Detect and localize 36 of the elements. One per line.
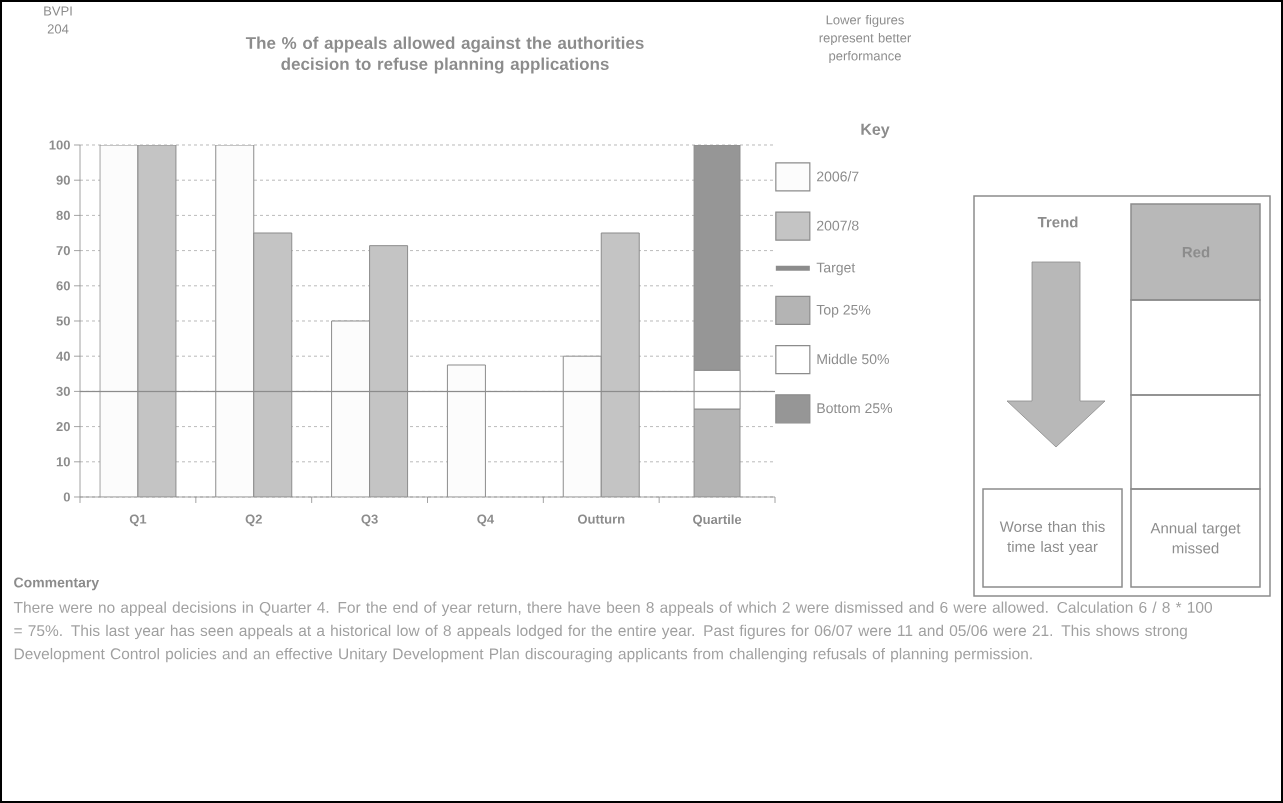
text: BVPI 204: [44, 6, 72, 34]
x-tick-label: Outturn: [577, 514, 625, 524]
legend-label: Bottom 25%: [817, 403, 893, 414]
bar: [600, 232, 640, 497]
y-tick-label: 20: [56, 421, 70, 432]
x-tick-label: Q3: [361, 514, 378, 527]
text: There were no appeal decisions in Quarter 4. For the end of year return, there have been 8 appeals of which 2 were dismissed and 6 were allowed. Calculation 6 / 8 * 100 = 75%. This last year has seen appeals at a historical low of 8 appeals lodged for the entire year. Past figures for 06/07 were 11 and 05/06 were 21. This shows strong Development Control policies and an effective Unitary Development Plan discouraging applicants from challenging refusals of planning permission.: [13, 601, 1213, 663]
x-tick-label: Quartile: [693, 514, 742, 527]
text: Annual target missed: [1150, 522, 1241, 554]
legend-label: Top 25%: [816, 304, 871, 318]
text: Commentary: [14, 577, 100, 591]
legend-label: 2006/7: [817, 171, 859, 182]
x-tick-label: Q1: [129, 514, 147, 527]
bar: [369, 245, 408, 497]
text: Trend: [1037, 216, 1078, 228]
y-tick-label: 30: [56, 386, 70, 396]
text: Lower figures represent better performance: [819, 14, 912, 64]
legend-title: Key: [861, 123, 890, 139]
y-tick-label: 10: [56, 457, 70, 467]
y-tick-label: 50: [56, 316, 70, 326]
text: Worse than this time last year: [999, 521, 1105, 555]
legend-label: Target: [816, 262, 856, 276]
y-tick-label: 0: [63, 492, 70, 502]
chart-title: The % of appeals allowed against the authorities decision to refuse planning applications: [245, 36, 644, 74]
x-tick-label: Q2: [245, 514, 262, 527]
legend-label: Middle 50%: [817, 353, 889, 365]
y-tick-label: 70: [56, 245, 70, 256]
y-tick-label: 90: [56, 175, 70, 185]
bar: [137, 145, 176, 497]
y-tick-label: 40: [56, 351, 70, 361]
y-tick-label: 100: [49, 140, 70, 150]
y-tick-label: 80: [56, 210, 70, 220]
bar: [253, 233, 292, 497]
legend-label: 2007/8: [817, 220, 859, 231]
y-tick-label: 60: [56, 281, 70, 291]
x-tick-label: Q4: [477, 514, 495, 527]
